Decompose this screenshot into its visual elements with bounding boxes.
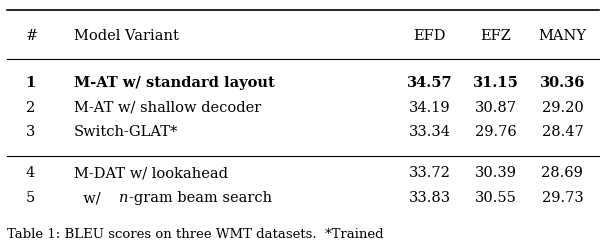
- Text: 30.87: 30.87: [475, 101, 517, 115]
- Text: n: n: [119, 191, 128, 205]
- Text: Table 1: BLEU scores on three WMT datasets.  *Trained: Table 1: BLEU scores on three WMT datase…: [7, 228, 384, 240]
- Text: 29.73: 29.73: [542, 191, 583, 205]
- Text: w/: w/: [74, 191, 105, 205]
- Text: 2: 2: [25, 101, 35, 115]
- Text: EFZ: EFZ: [481, 29, 511, 43]
- Text: M-DAT w/ lookahead: M-DAT w/ lookahead: [74, 167, 228, 180]
- Text: Switch-GLAT*: Switch-GLAT*: [74, 126, 178, 139]
- Text: 33.72: 33.72: [408, 167, 451, 180]
- Text: 28.47: 28.47: [542, 126, 583, 139]
- Text: 4: 4: [25, 167, 35, 180]
- Text: 29.20: 29.20: [542, 101, 583, 115]
- Text: Model Variant: Model Variant: [74, 29, 179, 43]
- Text: 34.19: 34.19: [409, 101, 450, 115]
- Text: 29.76: 29.76: [475, 126, 517, 139]
- Text: 33.34: 33.34: [408, 126, 451, 139]
- Text: 30.55: 30.55: [475, 191, 517, 205]
- Text: -gram beam search: -gram beam search: [128, 191, 272, 205]
- Text: 1: 1: [25, 76, 36, 90]
- Text: 31.15: 31.15: [473, 76, 519, 90]
- Text: M-AT w/ shallow decoder: M-AT w/ shallow decoder: [74, 101, 261, 115]
- Text: 34.57: 34.57: [407, 76, 453, 90]
- Text: 3: 3: [25, 126, 35, 139]
- Text: EFD: EFD: [413, 29, 446, 43]
- Text: 5: 5: [25, 191, 35, 205]
- Text: 30.36: 30.36: [540, 76, 585, 90]
- Text: MANY: MANY: [538, 29, 587, 43]
- Text: M-AT w/ standard layout: M-AT w/ standard layout: [74, 76, 275, 90]
- Text: 28.69: 28.69: [541, 167, 584, 180]
- Text: 33.83: 33.83: [408, 191, 451, 205]
- Text: 30.39: 30.39: [475, 167, 517, 180]
- Text: #: #: [25, 29, 38, 43]
